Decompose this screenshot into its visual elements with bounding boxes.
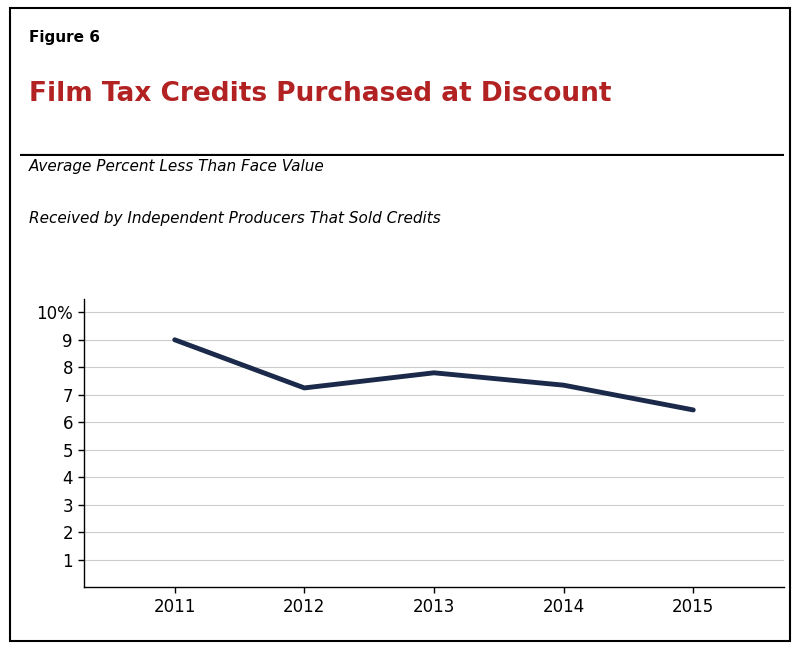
Text: Average Percent Less Than Face Value: Average Percent Less Than Face Value: [29, 160, 325, 175]
Text: Figure 6: Figure 6: [29, 31, 100, 45]
Text: Film Tax Credits Purchased at Discount: Film Tax Credits Purchased at Discount: [29, 81, 612, 107]
Text: Received by Independent Producers That Sold Credits: Received by Independent Producers That S…: [29, 211, 441, 226]
